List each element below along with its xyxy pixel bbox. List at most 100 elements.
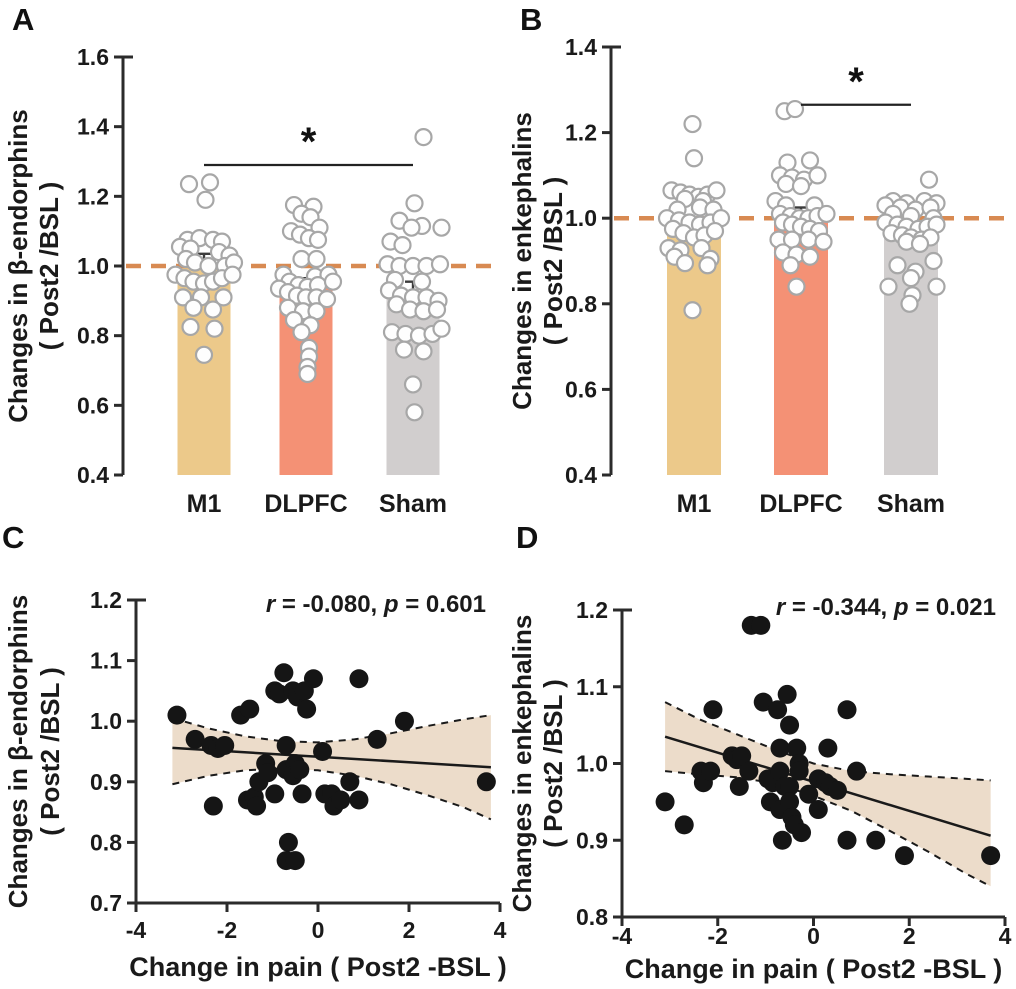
x-tick-label: 2 xyxy=(403,917,416,943)
y-tick-label: 0.4 xyxy=(565,462,597,488)
y-tick-label: 0.8 xyxy=(77,323,109,349)
y-tick-label: 1.2 xyxy=(565,120,597,146)
scatter-point xyxy=(476,772,496,792)
x-tick-label: 4 xyxy=(999,923,1012,949)
swarm-point xyxy=(184,298,203,317)
scatter-point xyxy=(808,800,828,820)
confidence-band-lower-edge xyxy=(172,767,492,821)
swarm-point xyxy=(427,300,447,319)
y-tick-label: 1.0 xyxy=(90,708,122,734)
y-axis-title: ( Post2 /BSL ) xyxy=(35,667,65,836)
scatter-point xyxy=(703,700,723,720)
scatter-point xyxy=(780,792,800,812)
panel-label-a: A xyxy=(12,2,35,37)
scatter-point xyxy=(290,760,310,780)
swarm-point xyxy=(791,177,811,196)
scatter-point xyxy=(203,796,223,816)
y-axis-title: Changes in enkephalins xyxy=(507,615,537,913)
scatter-point xyxy=(789,761,809,781)
swarm-point xyxy=(205,319,224,338)
scatter-point xyxy=(799,784,819,804)
swarm-point xyxy=(776,174,796,194)
swarm-point xyxy=(214,288,233,307)
swarm-point xyxy=(223,265,242,284)
x-tick-label: -4 xyxy=(126,917,147,943)
scatter-point xyxy=(331,790,351,810)
x-axis-title: Change in pain ( Post2 -BSL ) xyxy=(129,952,507,982)
x-tick-label: 0 xyxy=(312,917,325,943)
scatter-point xyxy=(303,669,323,689)
swarm-point xyxy=(394,340,414,359)
swarm-point xyxy=(785,99,805,119)
y-axis-title: ( Post2 /BSL ) xyxy=(538,177,568,346)
scatter-point xyxy=(739,761,759,781)
swarm-point xyxy=(684,149,704,168)
panel-label-d: D xyxy=(516,520,539,555)
scatter-point xyxy=(349,669,369,689)
swarm-point xyxy=(405,194,424,213)
y-axis-title: ( Post2 /BSL ) xyxy=(538,679,568,848)
swarm-point xyxy=(817,204,836,224)
swarm-point xyxy=(698,256,717,275)
swarm-point xyxy=(683,114,702,134)
y-tick-label: 1.1 xyxy=(576,674,608,700)
y-tick-label: 0.8 xyxy=(576,904,608,930)
y-tick-label: 1.2 xyxy=(77,183,109,209)
swarm-point xyxy=(683,301,702,320)
x-tick-label: -2 xyxy=(708,923,728,949)
swarm-point xyxy=(194,345,214,364)
swarm-point xyxy=(405,403,424,422)
scatter-point xyxy=(729,777,749,797)
swarm-point xyxy=(179,175,199,194)
swarm-point xyxy=(292,249,311,269)
panel-label-b: B xyxy=(520,2,543,37)
scatter-point xyxy=(167,705,187,725)
swarm-point xyxy=(808,166,827,185)
scatter-point xyxy=(827,780,847,800)
scatter-point xyxy=(732,746,752,766)
swarm-point xyxy=(298,364,317,384)
scatter-point xyxy=(367,729,387,749)
y-tick-label: 0.7 xyxy=(90,890,122,916)
y-tick-label: 1.6 xyxy=(77,44,109,70)
y-tick-label: 1.4 xyxy=(565,34,597,60)
scatter-point xyxy=(265,784,285,804)
y-tick-label: 0.9 xyxy=(90,769,122,795)
swarm-point xyxy=(200,173,220,192)
scatter-point xyxy=(780,715,800,735)
swarm-point xyxy=(173,288,193,307)
category-label-dlpfc: DLPFC xyxy=(759,490,842,518)
scatter-point xyxy=(768,700,788,720)
y-axis-title: Changes in enkephalins xyxy=(507,112,537,410)
scatter-point xyxy=(297,699,317,719)
swarm-point xyxy=(924,251,943,271)
confidence-band xyxy=(172,715,491,820)
swarm-point xyxy=(203,300,223,319)
swarm-point xyxy=(901,269,921,288)
swarm-point xyxy=(403,375,423,394)
y-tick-label: 0.6 xyxy=(77,392,109,418)
swarm-point xyxy=(787,277,806,296)
scatter-point xyxy=(276,735,296,755)
category-label-sham: Sham xyxy=(379,490,447,518)
category-label-m1: M1 xyxy=(187,490,222,518)
y-tick-label: 0.9 xyxy=(576,827,608,853)
scatter-point xyxy=(655,792,675,812)
scatter-point xyxy=(701,761,721,781)
swarm-point xyxy=(705,221,725,241)
significance-star: * xyxy=(301,120,317,164)
swarm-point xyxy=(414,342,433,361)
panel-b-bar-chart: * 0.4 0.6 0.8 1.0 1.2 1.4 Changes in enkephalin… xyxy=(507,34,1008,518)
scatter-point xyxy=(247,796,267,816)
swarm-point xyxy=(888,256,907,275)
swarm-point xyxy=(430,255,450,274)
scatter-point xyxy=(837,700,857,720)
correlation-annotation: r = -0.344, p = 0.021 xyxy=(776,594,996,621)
scatter-point xyxy=(751,615,771,635)
scatter-point xyxy=(185,729,205,749)
y-tick-label: 1.0 xyxy=(77,253,109,279)
confidence-band-upper-edge xyxy=(172,714,492,744)
y-axis-title: Changes in β-endorphins xyxy=(3,109,33,422)
y-axis-title: ( Post2 /BSL ) xyxy=(34,182,64,351)
